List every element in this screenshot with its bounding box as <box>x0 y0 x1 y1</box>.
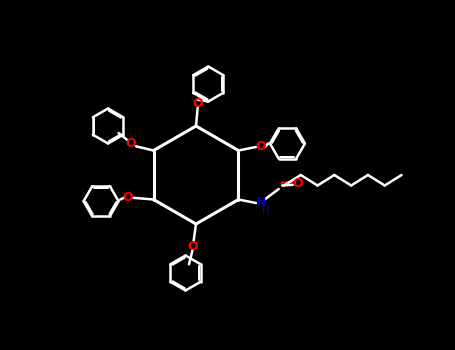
Text: O: O <box>192 97 203 110</box>
Text: N: N <box>256 196 266 210</box>
Text: O: O <box>256 140 267 154</box>
Text: O: O <box>293 177 303 190</box>
Text: O: O <box>187 240 198 253</box>
Text: H: H <box>262 206 269 216</box>
Text: O: O <box>122 191 132 204</box>
Text: O: O <box>126 137 136 150</box>
